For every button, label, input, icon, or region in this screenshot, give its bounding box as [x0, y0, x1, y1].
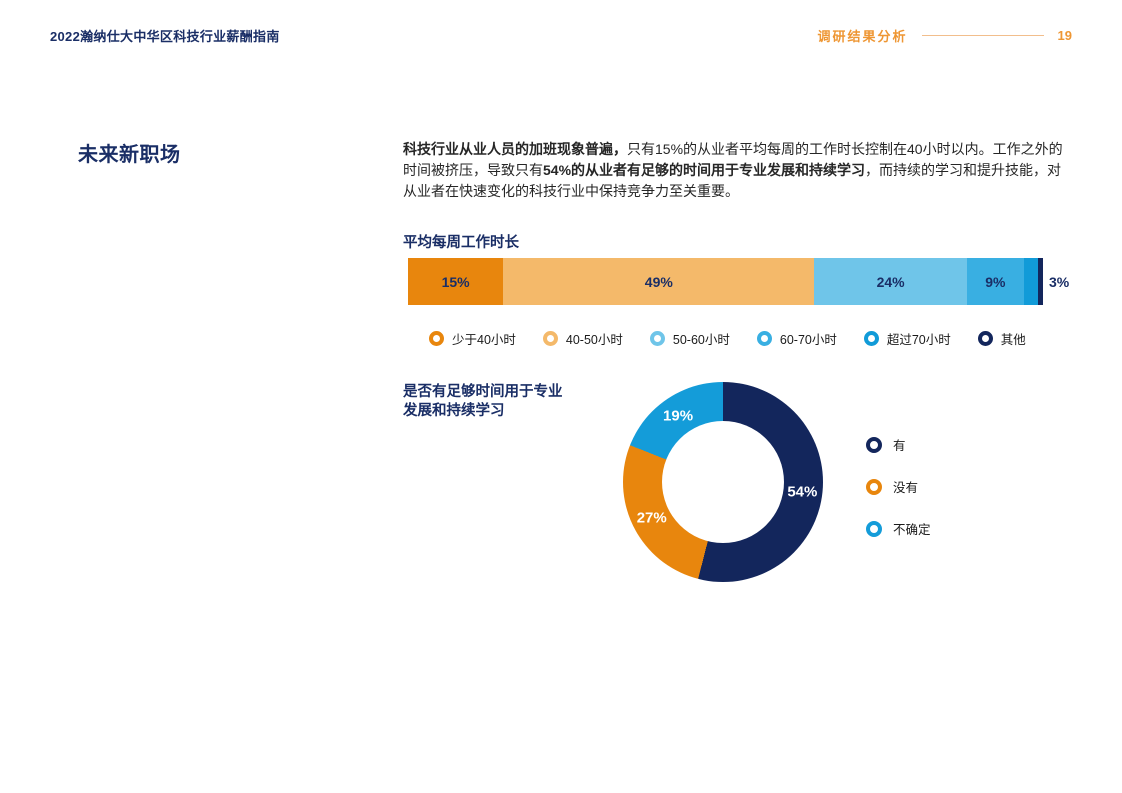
paragraph-segment-3: ，而持续的学习和提升技能，对从业者在快速变化的科技行业中保持竞争力至关重要。 — [403, 162, 1062, 199]
bar-segment-label: 49% — [644, 273, 673, 290]
donut-hole — [662, 421, 784, 543]
donut-legend-item-1: 没有 — [866, 477, 931, 496]
bar-outside-label: 3% — [1049, 273, 1070, 290]
bar-legend-ring-icon — [649, 331, 665, 346]
header-right: 调研结果分析 19 — [818, 26, 1072, 45]
bar-legend-label: 少于40小时 — [452, 333, 516, 347]
bar-segment-3: 9% — [966, 258, 1024, 305]
donut-title-line: 发展和持续学习 — [403, 403, 505, 419]
donut-legend-item-0: 有 — [866, 435, 931, 454]
bar-legend-label: 超过70小时 — [886, 333, 951, 347]
bar-legend-item-2: 50-60小时 — [649, 329, 730, 348]
donut-legend-ring-icon — [866, 436, 882, 453]
donut-slice-label-0: 54% — [787, 483, 818, 501]
bar-legend-label: 50-60小时 — [672, 333, 730, 347]
donut-chart-title: 是否有足够时间用于专业 发展和持续学习 — [403, 383, 563, 421]
donut-legend-label: 有 — [893, 439, 906, 453]
bar-legend-label: 其他 — [1000, 333, 1026, 347]
donut-chart: 54% 27% 19% — [623, 382, 823, 582]
donut-legend-ring-icon — [866, 478, 882, 495]
bar-legend-ring-icon — [977, 331, 993, 346]
donut-legend-item-2: 不确定 — [866, 519, 931, 538]
paragraph-segment-1: 只有15%的从业者平均每周的工作时长控制在40小时以内。工作之外的时间被挤压，导… — [403, 141, 1063, 178]
bar-segment-2: 24% — [814, 258, 967, 305]
bar-legend-ring-icon — [542, 331, 558, 346]
bar-chart-legend: 少于40小时 40-50小时 50-60小时 60-70小时 超过70小时 其他 — [429, 329, 1026, 348]
bar-segment-1: 49% — [503, 258, 815, 305]
report-title: 2022瀚纳仕大中华区科技行业薪酬指南 — [50, 29, 280, 44]
donut-chart-legend: 有没有 不确定 — [866, 435, 931, 538]
bar-legend-item-3: 60-70小时 — [756, 329, 837, 348]
weekly-hours-stacked-bar: 15% 49% 24% 9% — [408, 258, 1043, 305]
bar-legend-ring-icon — [429, 331, 444, 346]
paragraph-segment-0: 科技行业从业人员的加班现象普遍， — [403, 141, 627, 157]
bar-legend-label: 40-50小时 — [565, 333, 623, 347]
donut-legend-label: 不确定 — [893, 523, 931, 537]
bar-legend-ring-icon — [863, 331, 879, 346]
donut-slice-label-1: 27% — [636, 509, 667, 527]
bar-legend-item-0: 少于40小时 — [429, 329, 516, 348]
section-title: 未来新职场 — [78, 144, 181, 166]
bar-legend-label: 60-70小时 — [779, 333, 837, 347]
donut-title-line: 是否有足够时间用于专业 — [403, 384, 563, 400]
header-divider-line — [921, 35, 1044, 36]
donut-slice-label-2: 19% — [663, 407, 694, 425]
bar-segment-4 — [1023, 258, 1038, 305]
bar-legend-ring-icon — [756, 331, 772, 346]
bar-segment-label: 24% — [876, 273, 905, 290]
bar-legend-item-5: 其他 — [977, 329, 1026, 348]
bar-segment-0: 15% — [408, 258, 504, 305]
bar-legend-item-1: 40-50小时 — [542, 329, 623, 348]
bar-segment-label: 15% — [441, 273, 470, 290]
paragraph-segment-2: 54%的从业者有足够的时间用于专业发展和持续学习 — [543, 162, 866, 178]
donut-legend-label: 没有 — [893, 481, 919, 495]
bar-segment-label: 9% — [985, 273, 1006, 290]
bar-segment-5 — [1037, 258, 1043, 305]
page-number: 19 — [1057, 28, 1072, 43]
header-section-label: 调研结果分析 — [817, 29, 908, 44]
bar-chart-title: 平均每周工作时长 — [403, 235, 519, 251]
donut-legend-ring-icon — [866, 520, 882, 537]
body-paragraph: 科技行业从业人员的加班现象普遍，只有15%的从业者平均每周的工作时长控制在40小… — [403, 139, 1075, 202]
bar-legend-item-4: 超过70小时 — [863, 329, 951, 348]
